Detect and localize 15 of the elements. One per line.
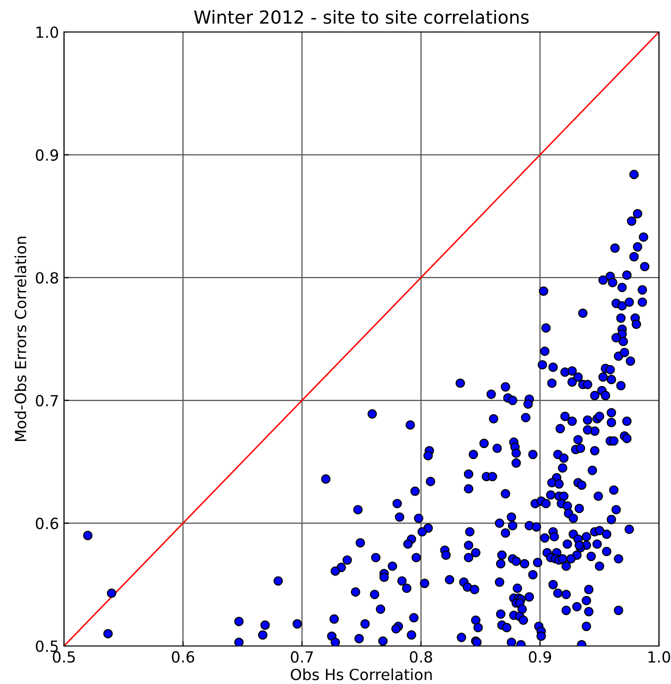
y-tick-label: 1.0: [36, 26, 58, 38]
y-tick-label: 0.9: [36, 149, 58, 161]
x-tick-label: 0.6: [172, 651, 194, 663]
x-axis-title: Obs Hs Correlation: [290, 668, 432, 680]
y-tick-label: 0.8: [36, 272, 58, 284]
x-tick-label: 0.9: [528, 651, 552, 663]
x-tick-label: 0.7: [290, 651, 313, 663]
x-tick-label: 0.8: [410, 651, 432, 663]
y-tick-label: 0.7: [36, 394, 58, 406]
y-tick-label: 0.6: [36, 518, 58, 530]
x-tick-label: 0.5: [52, 651, 75, 663]
x-tick-label: 1.0: [648, 651, 670, 663]
chart-title: Winter 2012 - site to site correlations: [194, 10, 529, 24]
y-axis-title: Mod-Obs Errors Correlation: [14, 236, 26, 441]
y-tick-label: 0.5: [36, 640, 58, 652]
